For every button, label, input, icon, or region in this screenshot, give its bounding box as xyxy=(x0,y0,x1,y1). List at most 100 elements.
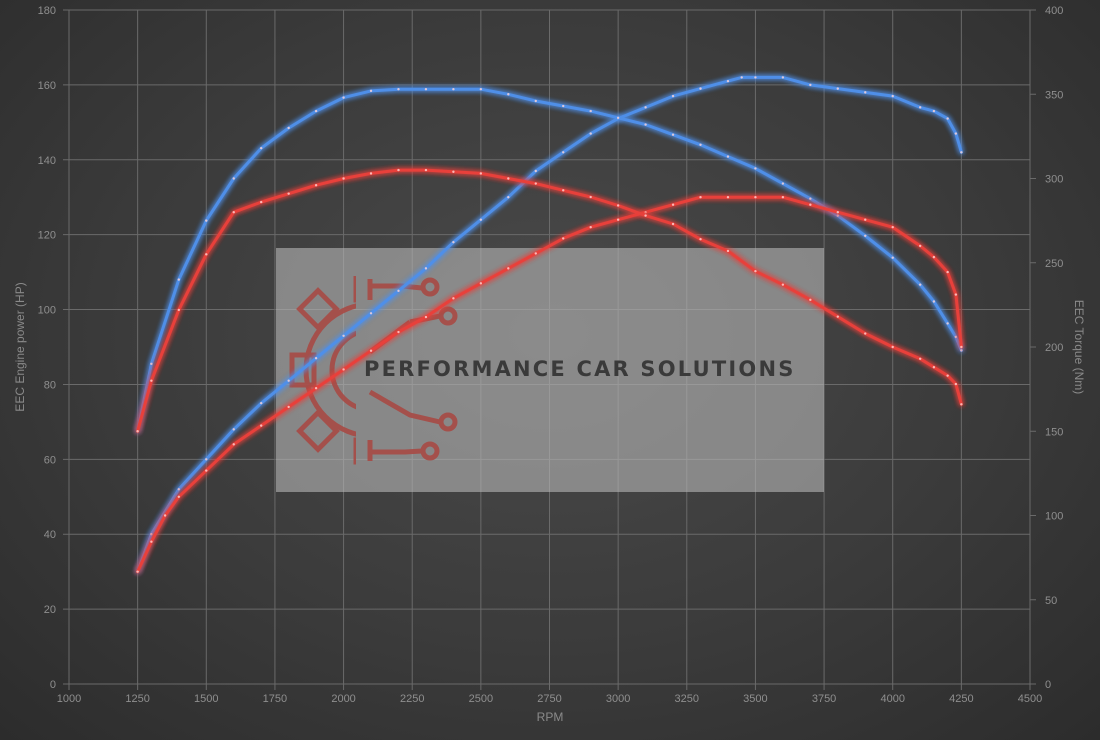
series-1-point xyxy=(260,401,263,405)
series-3-point xyxy=(479,282,483,285)
series-3-point xyxy=(342,368,345,371)
series-line-4 xyxy=(136,168,963,433)
series-3-point xyxy=(781,196,785,199)
series-3-point xyxy=(836,211,839,214)
y-right-tick-label: 50 xyxy=(1045,595,1057,607)
series-1-point xyxy=(864,91,867,94)
series-1-point xyxy=(397,289,400,293)
series-1-point xyxy=(644,106,647,109)
series-4-point xyxy=(177,308,181,312)
x-tick-label: 4250 xyxy=(949,693,973,705)
series-2-point xyxy=(589,109,592,113)
x-tick-label: 1500 xyxy=(194,693,218,705)
series-1-point xyxy=(918,106,922,109)
series-1-point xyxy=(891,94,894,98)
series-2-point xyxy=(397,87,400,91)
series-2-point xyxy=(671,133,675,136)
y-right-axis-title: EEC Torque (Nm) xyxy=(1072,300,1086,394)
series-3-point xyxy=(507,267,510,270)
watermark-text: PERFORMANCE CAR SOLUTIONS xyxy=(364,357,796,381)
series-4-point xyxy=(136,430,139,433)
series-3-point xyxy=(954,293,958,296)
series-2-point xyxy=(479,87,483,91)
x-tick-label: 4500 xyxy=(1018,693,1042,705)
x-tick-label: 3250 xyxy=(675,693,699,705)
series-3-point xyxy=(232,443,235,446)
tick-labels: 1000 1250 1500 1750 2000 2250 2500 2750 3000 3250… xyxy=(38,5,1064,705)
series-1-point xyxy=(507,196,510,199)
y-right-tick-label: 150 xyxy=(1045,426,1063,438)
series-4-point xyxy=(699,237,702,241)
series-3-point xyxy=(754,196,757,199)
series-1-point xyxy=(205,458,208,461)
y-right-tick-label: 350 xyxy=(1045,89,1063,101)
series-4-point xyxy=(616,204,620,207)
series-2-point xyxy=(932,300,936,303)
series-2-point xyxy=(754,167,757,170)
series-4-point xyxy=(726,249,730,253)
series-4-point xyxy=(589,195,592,199)
series-2-point xyxy=(699,143,702,146)
series-3-point xyxy=(205,469,208,472)
series-1-point xyxy=(424,267,428,270)
series-line-2 xyxy=(136,87,963,433)
series-2-point xyxy=(616,116,620,120)
series-2-point xyxy=(177,278,181,281)
series-3-point xyxy=(397,330,400,334)
series-4-point xyxy=(960,403,963,406)
series-1-point xyxy=(960,151,963,154)
series-2-point xyxy=(918,283,922,286)
series-4-point xyxy=(809,298,812,302)
series-2-point xyxy=(424,87,428,91)
series-3-point xyxy=(424,315,428,319)
series-4-point xyxy=(946,374,949,377)
series-2-point xyxy=(232,177,235,180)
series-3-point xyxy=(644,211,647,214)
series-2-point xyxy=(287,126,290,130)
series-4-point xyxy=(314,184,318,187)
series-3-point xyxy=(452,297,455,300)
y-right-tick-label: 250 xyxy=(1045,258,1063,270)
series-4-point xyxy=(452,170,455,173)
series-1-point xyxy=(671,94,675,98)
series-3-point xyxy=(534,252,537,255)
y-left-tick-label: 160 xyxy=(38,80,56,92)
series-2-point xyxy=(452,87,455,91)
series-4-point xyxy=(864,332,867,335)
series-4-point xyxy=(260,200,263,204)
series-1-point xyxy=(954,132,958,135)
series-4-point xyxy=(918,357,922,360)
series-3-point xyxy=(726,196,730,199)
series-2-point xyxy=(954,335,958,339)
series-2-point xyxy=(260,146,263,150)
series-2-point xyxy=(314,109,318,113)
gear-circuit-logo-icon xyxy=(289,276,458,465)
series-1-point xyxy=(342,334,345,337)
series-2-point xyxy=(342,96,345,99)
x-tick-label: 1000 xyxy=(57,693,81,705)
series-4-point xyxy=(479,172,483,175)
series-1-point xyxy=(479,218,483,221)
series-2-point xyxy=(644,123,647,126)
series-4-point xyxy=(424,168,428,172)
series-3-point xyxy=(864,218,867,221)
y-right-tick-label: 200 xyxy=(1045,342,1063,354)
series-2-point xyxy=(562,104,565,108)
x-tick-label: 1750 xyxy=(263,693,287,705)
y-left-tick-label: 100 xyxy=(38,305,56,317)
y-left-tick-label: 80 xyxy=(44,379,56,391)
series-3-point xyxy=(809,203,812,206)
y-right-tick-label: 100 xyxy=(1045,511,1063,523)
series-4-point xyxy=(534,182,537,185)
series-3-point xyxy=(891,225,894,229)
series-3-point xyxy=(260,424,263,427)
series-4-point xyxy=(287,192,290,195)
series-4-point xyxy=(836,315,839,318)
series-1-point xyxy=(369,312,373,315)
series-1-point xyxy=(314,357,318,360)
x-tick-label: 2750 xyxy=(537,693,561,705)
series-1-point xyxy=(177,488,181,491)
series-2-point xyxy=(205,219,208,222)
series-1-point xyxy=(150,533,153,536)
